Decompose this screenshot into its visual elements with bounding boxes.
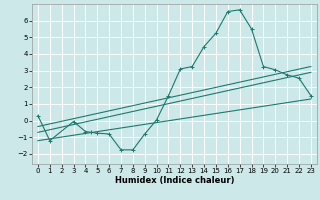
X-axis label: Humidex (Indice chaleur): Humidex (Indice chaleur) bbox=[115, 176, 234, 185]
